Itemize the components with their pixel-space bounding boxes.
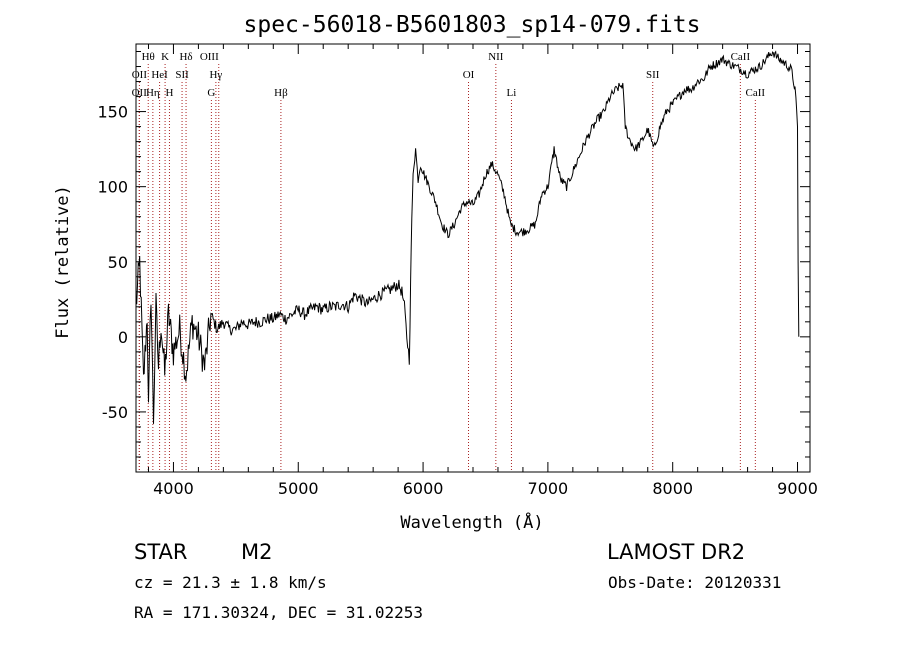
y-tick-label: 50 [108,253,128,272]
x-tick-label: 7000 [528,479,569,498]
chart-title: spec-56018-B5601803_sp14-079.fits [244,12,701,38]
x-tick-label: 8000 [652,479,693,498]
line-marker-label: H [165,87,173,99]
line-marker-label: OIII [200,51,219,63]
line-marker-label: Hθ [142,51,155,63]
plot-frame [135,43,811,473]
line-marker-label: HeI [151,69,168,81]
line-marker-label: OII [132,87,148,99]
axis-ticks: 4000 5000 6000 7000 8000 9000 -50 0 50 100 150 [97,44,818,498]
line-marker-label: OI [463,69,475,81]
line-marker-label: K [161,51,169,63]
y-tick-label: 0 [118,328,128,347]
line-marker-label: Li [507,87,517,99]
x-axis-label: Wavelength (Å) [400,511,543,533]
object-class: STAR [134,540,188,564]
coordinates: RA = 171.30324, DEC = 31.02253 [134,603,423,622]
line-marker-label: Hβ [274,87,288,99]
line-marker-label: Hη [146,87,160,99]
object-subclass: M2 [241,540,273,564]
x-tick-label: 9000 [777,479,818,498]
obs-date: Obs-Date: 20120331 [608,573,782,592]
line-marker-label: CaII [746,87,766,99]
redshift-value: cz = 21.3 ± 1.8 km/s [134,573,327,592]
line-marker-label: OII [132,69,148,81]
line-marker-label: Hδ [179,51,192,63]
line-marker-label: NII [488,51,504,63]
x-tick-label: 5000 [278,479,319,498]
spectrum-line [135,50,800,424]
x-tick-label: 6000 [403,479,444,498]
line-marker-label: Hγ [209,69,222,81]
survey-label: LAMOST DR2 [607,540,746,564]
y-tick-label: -50 [102,403,128,422]
y-tick-label: 150 [97,103,128,122]
y-axis-label: Flux (relative) [53,185,73,339]
line-marker-label: CaII [731,51,751,63]
line-marker-label: G [207,87,215,99]
x-tick-label: 4000 [153,479,194,498]
line-marker-label: SII [646,69,660,81]
y-tick-label: 100 [97,178,128,197]
line-marker-label: SII [175,69,189,81]
